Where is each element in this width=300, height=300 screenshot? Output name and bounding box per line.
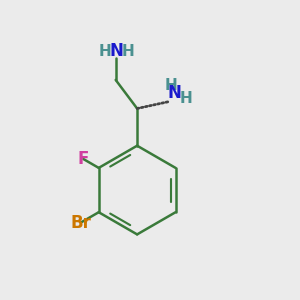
Text: H: H	[165, 78, 178, 93]
Text: N: N	[167, 84, 181, 102]
Text: F: F	[78, 150, 89, 168]
Text: H: H	[98, 44, 111, 59]
Text: Br: Br	[70, 214, 91, 232]
Text: H: H	[121, 44, 134, 59]
Text: N: N	[109, 42, 123, 60]
Text: H: H	[179, 91, 192, 106]
